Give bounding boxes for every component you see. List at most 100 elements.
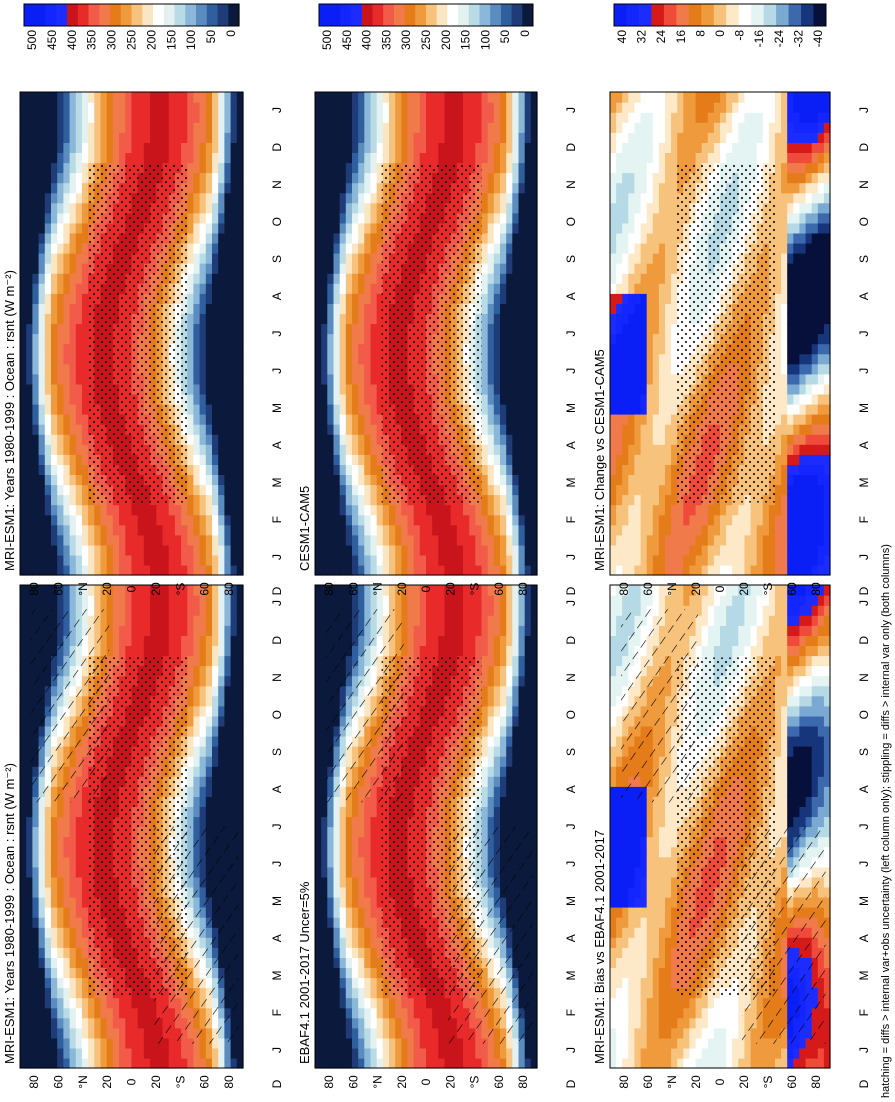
heat-cell	[224, 665, 232, 677]
heat-cell	[187, 202, 195, 214]
heat-cell	[26, 665, 33, 677]
heat-cell	[174, 1057, 182, 1069]
heat-cell	[230, 253, 238, 264]
heat-cell	[218, 232, 225, 244]
heat-cell	[315, 1037, 322, 1049]
heat-cell	[444, 625, 452, 636]
heat-cell	[162, 504, 170, 516]
heat-cell	[236, 715, 244, 727]
heat-cell	[193, 132, 201, 143]
heat-cell	[224, 172, 232, 184]
heat-cell	[218, 715, 225, 727]
heat-cell	[51, 293, 58, 304]
heat-cell	[327, 876, 335, 888]
heat-cell	[20, 987, 27, 999]
heat-cell	[352, 1007, 359, 1019]
heat-cell	[44, 1047, 52, 1059]
heat-cell	[487, 625, 495, 636]
heat-cell	[44, 826, 52, 838]
heat-cell	[63, 172, 71, 184]
heat-cell	[236, 273, 244, 284]
heat-cell	[487, 635, 495, 646]
heat-cell	[51, 92, 58, 103]
heat-cell	[218, 484, 225, 496]
heat-cell	[63, 142, 71, 153]
heat-cell	[218, 816, 225, 828]
heat-cell	[230, 242, 238, 254]
heat-cell	[81, 132, 89, 143]
heat-cell	[224, 1057, 232, 1069]
heat-cell	[44, 554, 52, 566]
heat-cell	[364, 856, 372, 868]
heat-cell	[20, 977, 27, 989]
heat-cell	[63, 1057, 71, 1069]
heat-cell	[426, 585, 433, 596]
heat-cell	[205, 192, 213, 204]
heat-cell	[401, 1057, 409, 1069]
heat-cell	[131, 142, 139, 153]
heat-cell	[100, 504, 108, 516]
heat-cell	[205, 132, 213, 143]
heat-cell	[333, 846, 341, 858]
heat-cell	[57, 524, 64, 536]
heat-cell	[376, 836, 384, 848]
heat-cell	[327, 856, 335, 868]
heat-cell	[199, 444, 207, 455]
heat-cell	[63, 273, 71, 284]
lat-tick-label: 60	[51, 582, 65, 596]
heat-cell	[413, 625, 421, 636]
heat-cell	[463, 1057, 470, 1069]
heat-cell	[218, 766, 225, 777]
heat-cell	[199, 172, 207, 184]
heat-cell	[51, 222, 58, 234]
heat-cell	[162, 534, 170, 546]
heat-cell	[236, 323, 244, 335]
heat-cell	[26, 1007, 33, 1019]
heat-cell	[469, 595, 476, 606]
heat-cell	[352, 1057, 359, 1069]
heat-cell	[364, 595, 372, 606]
heat-cell	[475, 605, 483, 616]
month-end-label: D	[270, 1079, 284, 1088]
heat-cell	[57, 826, 64, 838]
heat-cell	[20, 735, 27, 747]
heat-cell	[224, 424, 232, 435]
heat-cell	[456, 625, 464, 636]
heat-cell	[212, 353, 219, 365]
heat-cell	[315, 866, 322, 878]
heat-cell	[358, 876, 365, 888]
heat-cell	[193, 655, 201, 667]
heat-cell	[63, 826, 71, 838]
heat-cell	[193, 695, 201, 707]
heat-cell	[187, 484, 195, 496]
heat-cell	[32, 1057, 40, 1069]
heat-cell	[212, 725, 219, 737]
heat-cell	[370, 1057, 378, 1069]
heat-cell	[236, 242, 244, 254]
heat-cell	[187, 383, 195, 395]
heat-cell	[63, 192, 71, 204]
heat-cell	[81, 524, 89, 536]
heat-cell	[63, 242, 71, 254]
heat-cell	[38, 997, 46, 1009]
heat-cell	[81, 876, 89, 888]
heat-cell	[487, 776, 495, 787]
heat-cell	[413, 997, 421, 1009]
heat-cell	[69, 927, 77, 938]
lat-tick-label: 20	[149, 582, 163, 596]
heat-cell	[205, 675, 213, 687]
heat-cell	[205, 725, 213, 737]
heat-cell	[407, 595, 415, 606]
heat-cell	[218, 595, 225, 606]
colorbar-label: 200	[144, 30, 158, 50]
lat-tick-label: 60	[198, 582, 212, 596]
heat-cell	[63, 856, 71, 868]
heat-cell	[224, 152, 232, 164]
heat-cell	[364, 967, 372, 979]
heat-cell	[26, 112, 33, 123]
heat-cell	[376, 967, 384, 979]
heat-cell	[218, 192, 225, 204]
month-tick-label: N	[270, 180, 284, 189]
heat-cell	[187, 746, 195, 757]
heat-cell	[224, 635, 232, 646]
